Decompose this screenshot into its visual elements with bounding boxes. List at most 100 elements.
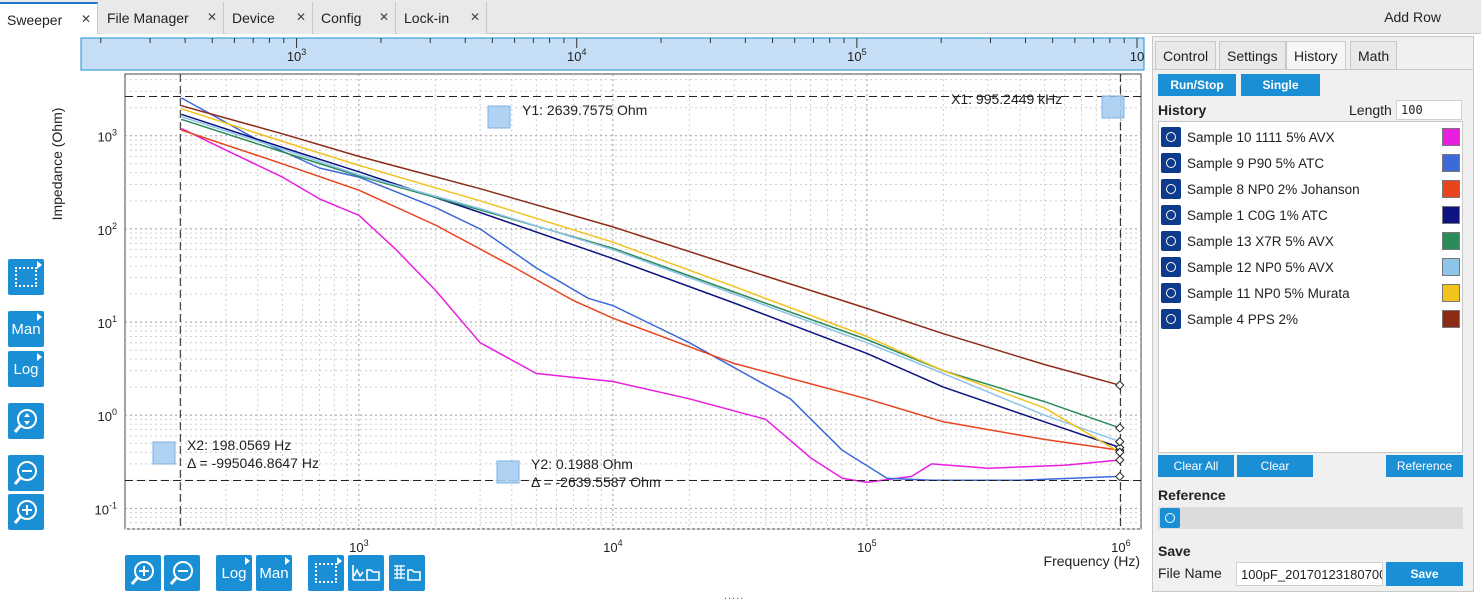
history-item-radio[interactable] — [1161, 153, 1181, 173]
close-icon[interactable]: ✕ — [80, 12, 91, 26]
cursor-box-icon — [315, 563, 337, 583]
history-item-color[interactable] — [1442, 206, 1460, 224]
cursor-box-icon — [15, 267, 37, 287]
tab-settings[interactable]: Settings — [1219, 41, 1286, 69]
tab-history[interactable]: History — [1286, 41, 1346, 70]
x-zoom-out-button[interactable] — [164, 555, 200, 591]
tab-device[interactable]: Device ✕ — [225, 2, 313, 34]
close-icon[interactable]: ✕ — [295, 10, 306, 24]
tab-config[interactable]: Config ✕ — [314, 2, 396, 34]
export-plot-button[interactable] — [348, 555, 384, 591]
history-item-color[interactable] — [1442, 310, 1460, 328]
history-list: Sample 10 1111 5% AVX Sample 9 P90 5% ATC… — [1158, 121, 1463, 453]
overview-strip[interactable] — [80, 37, 1145, 71]
history-item[interactable]: Sample 1 C0G 1% ATC — [1159, 202, 1462, 228]
x-axis-label: Frequency (Hz) — [1044, 553, 1140, 569]
reference-row — [1158, 507, 1463, 529]
sweeper-panel: 103 104 105 10 103 104 105 106 10-1 100 101 102 10… — [0, 34, 1148, 604]
tab-sweeper[interactable]: Sweeper ✕ — [0, 2, 98, 35]
y1-cursor-handle[interactable] — [487, 105, 511, 129]
history-item-label: Sample 9 P90 5% ATC — [1187, 155, 1325, 171]
clear-all-button[interactable]: Clear All — [1158, 455, 1234, 477]
close-icon[interactable]: ✕ — [469, 10, 480, 24]
history-item-radio[interactable] — [1161, 231, 1181, 251]
close-icon[interactable]: ✕ — [206, 10, 217, 24]
series-line — [180, 127, 1120, 484]
y-tick-label: 102 — [98, 221, 117, 238]
clear-button[interactable]: Clear — [1237, 455, 1313, 477]
single-button[interactable]: Single — [1241, 74, 1320, 96]
history-item-color[interactable] — [1442, 128, 1460, 146]
history-item[interactable]: Sample 9 P90 5% ATC — [1159, 150, 1462, 176]
history-item-radio[interactable] — [1161, 179, 1181, 199]
history-item-color[interactable] — [1442, 154, 1460, 172]
resize-handle[interactable]: ..... — [724, 590, 745, 602]
y-tick-label: 10-1 — [95, 500, 117, 517]
history-item-label: Sample 10 1111 5% AVX — [1187, 129, 1335, 145]
history-item-color[interactable] — [1442, 180, 1460, 198]
x-axis-log-button[interactable]: Log — [216, 555, 252, 591]
history-item-radio[interactable] — [1161, 127, 1181, 147]
y-axis-label: Impedance (Ohm) — [49, 108, 65, 221]
zoom-in-button[interactable] — [8, 494, 44, 530]
x-tick-labels: 103 104 105 106 — [349, 538, 1130, 555]
export-data-button[interactable] — [389, 555, 425, 591]
reference-button[interactable]: Reference — [1386, 455, 1463, 477]
x-zoom-in-button[interactable] — [125, 555, 161, 591]
zoom-in-icon — [130, 561, 154, 585]
history-item[interactable]: Sample 10 1111 5% AVX — [1159, 124, 1462, 150]
zoom-out-button[interactable] — [8, 455, 44, 491]
history-item-color[interactable] — [1442, 284, 1460, 302]
x1-cursor-handle[interactable] — [1101, 95, 1125, 119]
history-item[interactable]: Sample 4 PPS 2% — [1159, 306, 1462, 332]
close-icon[interactable]: ✕ — [378, 10, 389, 24]
history-item[interactable]: Sample 12 NP0 5% AVX — [1159, 254, 1462, 280]
file-name-input[interactable]: 100pF_20170123180700 — [1236, 562, 1383, 586]
overview-tick-label: 104 — [567, 47, 586, 64]
run-stop-button[interactable]: Run/Stop — [1158, 74, 1236, 96]
tab-file-manager[interactable]: File Manager ✕ — [100, 2, 224, 34]
side-panel: Control Settings History Math Run/Stop S… — [1152, 36, 1474, 592]
history-item-radio[interactable] — [1161, 205, 1181, 225]
y2-cursor-handle[interactable] — [496, 460, 520, 484]
tab-control[interactable]: Control — [1155, 41, 1217, 69]
zoom-fit-button[interactable] — [8, 403, 44, 439]
history-item[interactable]: Sample 8 NP0 2% Johanson — [1159, 176, 1462, 202]
history-item-label: Sample 8 NP0 2% Johanson — [1187, 181, 1360, 197]
history-item-color[interactable] — [1442, 258, 1460, 276]
x2-cursor-handle[interactable] — [152, 441, 176, 465]
save-heading: Save — [1158, 543, 1191, 559]
cursor-mode-button[interactable] — [8, 259, 44, 295]
add-row-button[interactable]: Add Row — [1384, 9, 1441, 25]
save-button[interactable]: Save — [1386, 562, 1463, 586]
history-item-color[interactable] — [1442, 232, 1460, 250]
zoom-in-icon — [13, 500, 37, 524]
history-heading: History — [1158, 102, 1207, 118]
tab-bar: Sweeper ✕ File Manager ✕ Device ✕ Config ✕ L… — [0, 0, 1481, 35]
export-data-icon — [394, 565, 421, 581]
x-tick-label: 106 — [1111, 538, 1130, 555]
history-item-radio[interactable] — [1161, 257, 1181, 277]
history-item[interactable]: Sample 11 NP0 5% Murata — [1159, 280, 1462, 306]
history-item-radio[interactable] — [1161, 283, 1181, 303]
history-item-label: Sample 11 NP0 5% Murata — [1187, 285, 1350, 301]
history-item-radio[interactable] — [1161, 309, 1181, 329]
length-input[interactable]: 100 — [1396, 100, 1462, 120]
y2-cursor-label: Y2: 0.1988 Ohm — [531, 456, 633, 472]
tab-lock-in[interactable]: Lock-in ✕ — [397, 2, 487, 34]
series-line — [181, 129, 1120, 452]
x-axis-man-button[interactable]: Man — [256, 555, 292, 591]
reference-radio[interactable] — [1160, 508, 1180, 528]
tab-math[interactable]: Math — [1350, 41, 1398, 69]
overview-tick-label: 10 — [1130, 49, 1144, 64]
impedance-chart[interactable]: 103 104 105 10 103 104 105 106 10-110010110210… — [0, 34, 1148, 604]
history-item[interactable]: Sample 13 X7R 5% AVX — [1159, 228, 1462, 254]
y-axis-man-button[interactable]: Man — [8, 311, 44, 347]
x-tick-label: 104 — [603, 538, 622, 555]
y-axis-log-button[interactable]: Log — [8, 351, 44, 387]
file-name-label: File Name — [1158, 565, 1222, 581]
length-label: Length — [1349, 102, 1392, 118]
cursor-select-button[interactable] — [308, 555, 344, 591]
series-end-marker — [1115, 447, 1125, 457]
series-end-marker — [1115, 380, 1125, 390]
